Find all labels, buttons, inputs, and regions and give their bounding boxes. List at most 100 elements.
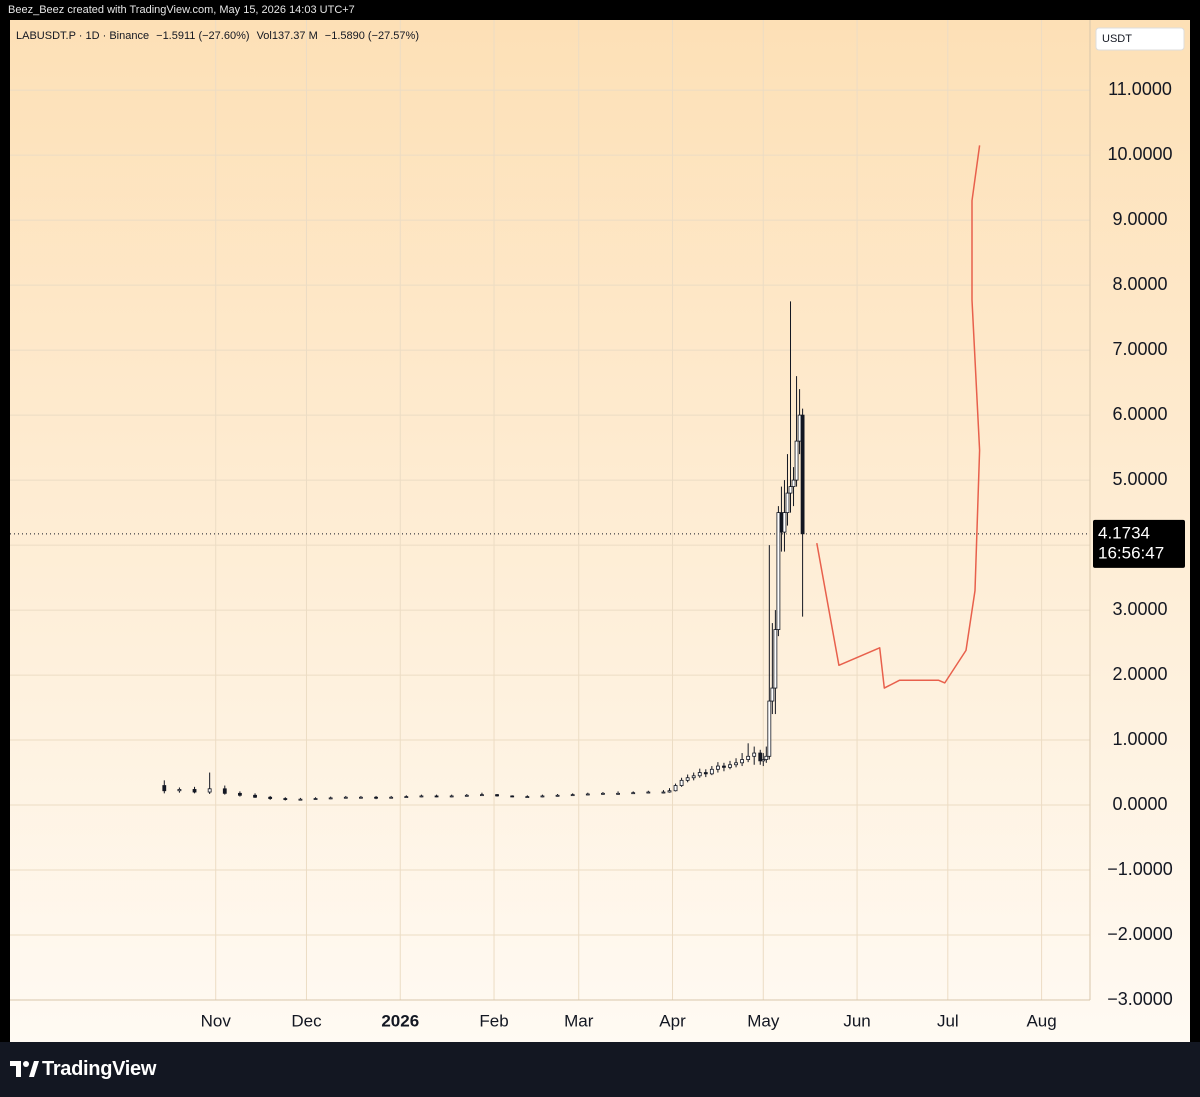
- candle-body: [770, 687, 775, 702]
- chart-background: [10, 20, 1190, 1042]
- change: −1.5911 (−27.60%): [156, 30, 250, 42]
- y-tick-label: −2.0000: [1107, 924, 1173, 944]
- candle-body: [404, 796, 409, 798]
- candle-body: [449, 795, 454, 798]
- x-tick-label: Mar: [564, 1011, 594, 1030]
- candle-body: [773, 629, 778, 689]
- candle-body: [434, 795, 439, 798]
- volume: Vol137.37 M: [256, 30, 318, 42]
- brand: TradingView: [42, 1058, 157, 1080]
- candle-body: [800, 414, 805, 535]
- candle-body: [419, 795, 424, 798]
- y-tick-label: 3.0000: [1112, 599, 1167, 619]
- y-tick-label: 10.0000: [1107, 144, 1172, 164]
- candle-body: [761, 759, 766, 762]
- y-tick-label: 0.0000: [1112, 794, 1167, 814]
- candle-body: [616, 792, 620, 795]
- candle-body: [177, 789, 182, 792]
- symbol: LABUSDT.P · 1D · Binance: [16, 30, 150, 42]
- candle-body: [359, 796, 363, 799]
- candle-body: [268, 796, 273, 799]
- x-tick-label: May: [747, 1011, 780, 1030]
- candle-body: [389, 796, 394, 799]
- y-tick-label: −3.0000: [1107, 989, 1173, 1009]
- candle-body: [207, 788, 212, 793]
- candle-body: [791, 479, 796, 488]
- candle-body: [685, 777, 690, 781]
- candle-body: [734, 762, 738, 766]
- y-tick-label: 11.0000: [1108, 79, 1172, 99]
- chart: −3.0000 −2.0000 −1.0000 0.0000 1.0000 2.0000 3…: [10, 20, 1190, 1042]
- candle-body: [764, 755, 769, 760]
- candle-body: [709, 768, 714, 775]
- y-tick-label: 6.0000: [1112, 404, 1167, 424]
- volume-change: −1.5890 (−27.57%): [324, 30, 419, 42]
- candle-body: [464, 794, 469, 797]
- x-tick-label: Apr: [659, 1011, 686, 1030]
- candle-body: [495, 794, 499, 797]
- candle-body: [570, 794, 575, 797]
- candle-body: [162, 785, 167, 792]
- candle-body: [715, 765, 720, 770]
- candle-body: [298, 798, 303, 801]
- candle-body: [253, 794, 257, 798]
- y-tick-label: 8.0000: [1112, 274, 1167, 294]
- candle-body: [667, 790, 672, 793]
- candle-body: [779, 512, 784, 533]
- drawing-line: [816, 145, 981, 689]
- candle-body: [661, 791, 666, 794]
- candle-body: [740, 759, 745, 764]
- candle-body: [313, 798, 318, 800]
- y-tick-label: 2.0000: [1112, 664, 1167, 684]
- x-tick-label: 2026: [381, 1011, 419, 1030]
- candle-body: [794, 440, 799, 481]
- candle-body: [631, 792, 636, 795]
- attribution: Beez_Beez created with TradingView.com, …: [0, 0, 1200, 20]
- candle-body: [540, 795, 545, 798]
- x-tick-label: Feb: [479, 1011, 508, 1030]
- candle-body: [480, 794, 484, 797]
- candle-body: [767, 700, 772, 757]
- candle-body: [722, 765, 726, 768]
- logo: [10, 1061, 39, 1077]
- y-tick-label: −1.0000: [1107, 859, 1173, 879]
- candle-body: [646, 791, 651, 794]
- candle-body: [691, 775, 696, 779]
- countdown: 16:56:47: [1098, 543, 1164, 562]
- candle-body: [192, 789, 197, 793]
- candle-body: [758, 752, 763, 762]
- x-tick-label: Dec: [291, 1011, 322, 1030]
- candle-body: [673, 785, 678, 792]
- candle-body: [328, 797, 333, 800]
- candle-body: [752, 752, 757, 757]
- candle-body: [782, 512, 787, 533]
- candle-body: [697, 772, 702, 777]
- candle-body: [525, 796, 530, 798]
- currency-box: [1095, 27, 1185, 51]
- last-price-label: 4.1734: [1098, 523, 1150, 542]
- candle-body: [601, 792, 605, 795]
- candle-body: [785, 492, 790, 513]
- footer: TradingView: [0, 1042, 1200, 1097]
- candle-body: [788, 486, 793, 494]
- candle-body: [585, 793, 590, 796]
- candle-body: [746, 755, 751, 760]
- candle-body: [776, 512, 781, 630]
- candle-body: [222, 788, 227, 794]
- legend-header: LABUSDT.P · 1D · Binance −1.5911 (−27.60…: [16, 30, 423, 42]
- currency: USDT: [1102, 33, 1132, 45]
- y-tick-label: 7.0000: [1112, 339, 1167, 359]
- y-tick-label: 5.0000: [1112, 469, 1167, 489]
- x-tick-label: Aug: [1026, 1011, 1056, 1030]
- candle-body: [555, 794, 560, 797]
- candle-body: [238, 792, 242, 796]
- last-price-box: [1093, 519, 1185, 568]
- x-tick-label: Jun: [843, 1011, 870, 1030]
- candle-body: [728, 764, 732, 768]
- candle-body: [283, 798, 288, 800]
- candle-body: [797, 414, 802, 442]
- candle-body: [374, 796, 378, 799]
- candle-body: [343, 796, 348, 799]
- candle-body: [510, 795, 515, 798]
